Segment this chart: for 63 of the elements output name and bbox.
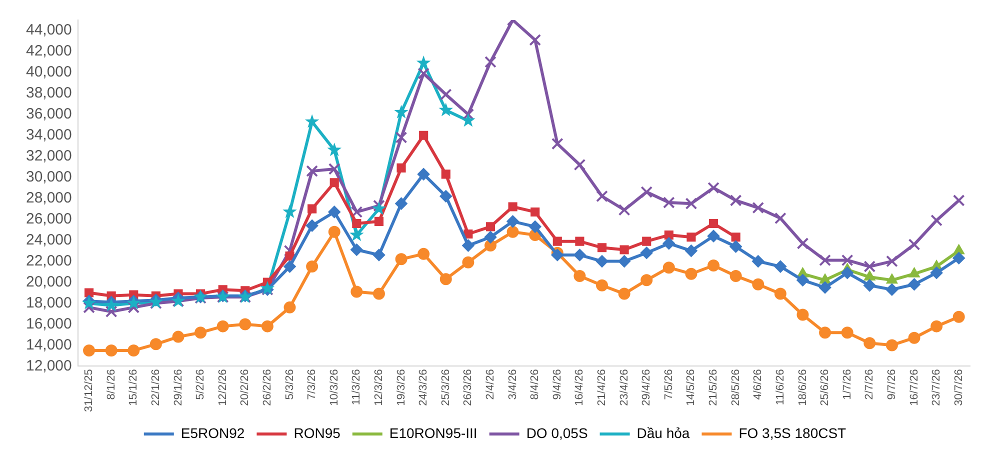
x-tick-label: 30/7/26 [952,369,965,406]
x-tick-label: 26/2/26 [261,369,274,406]
x-tick-label: 4/6/26 [752,369,764,400]
legend-label: DO 0,05S [526,424,588,441]
x-tick-label: 15/1/26 [128,369,140,406]
legend-label: FO 3,5S 180CST [738,424,847,441]
x-tick-label: 8/4/26 [529,369,542,400]
y-tick-label: 36,000 [26,106,72,123]
x-tick-label: 19/3/26 [395,369,408,406]
y-tick-label: 32,000 [26,148,72,165]
x-tick-label: 31/12/25 [83,369,96,412]
x-tick-label: 5/3/26 [284,369,296,400]
y-tick-label: 38,000 [26,84,72,102]
x-tick-label: 16/4/26 [574,369,586,406]
y-tick-label: 42,000 [26,42,72,60]
x-tick-label: 23/7/26 [930,369,943,406]
x-tick-label: 29/1/26 [172,369,184,406]
x-tick-label: 24/3/26 [418,369,430,406]
x-tick-label: 1/7/26 [841,369,854,400]
y-tick-label: 40,000 [26,64,72,81]
y-tick-label: 24,000 [26,231,72,248]
x-tick-label: 22/1/26 [150,369,162,406]
y-tick-label: 16,000 [26,315,72,332]
y-tick-label: 18,000 [26,294,72,312]
x-tick-label: 25/3/26 [440,369,452,406]
x-tick-label: 11/3/26 [350,369,363,406]
x-tick-label: 12/3/26 [373,369,385,406]
x-tick-label: 2/4/26 [484,369,497,400]
y-tick-label: 12,000 [26,357,72,374]
y-tick-label: 34,000 [26,126,72,144]
x-tick-label: 9/4/26 [551,369,564,400]
legend-label: RON95 [294,424,341,441]
y-tick-label: 20,000 [26,273,72,290]
y-tick-label: 44,000 [26,22,72,39]
y-tick-label: 26,000 [26,210,72,228]
x-tick-label: 7/3/26 [306,369,318,400]
x-tick-label: 14/5/26 [685,369,698,406]
x-tick-label: 25/6/26 [819,369,832,406]
legend-label: Dầu hỏa [636,424,690,441]
x-tick-label: 8/1/26 [105,369,118,400]
x-tick-label: 2/7/26 [864,369,876,400]
x-tick-label: 26/3/26 [462,369,474,406]
x-tick-label: 7/5/26 [662,369,675,400]
x-tick-label: 16/7/26 [908,369,920,406]
x-tick-label: 20/2/26 [239,369,252,406]
x-tick-label: 5/2/26 [194,369,207,400]
y-tick-label: 22,000 [26,252,72,270]
x-tick-label: 21/4/26 [596,369,608,406]
y-tick-label: 28,000 [26,189,72,206]
x-tick-label: 10/3/26 [328,369,340,406]
x-tick-label: 23/4/26 [618,369,630,406]
legend-label: E10RON95-III [389,424,478,441]
x-tick-label: 11/6/26 [774,369,786,406]
legend-label: E5RON92 [180,424,245,441]
x-tick-label: 9/7/26 [886,369,898,400]
x-tick-label: 28/5/26 [730,369,742,406]
y-tick-label: 30,000 [26,168,72,186]
x-tick-label: 18/6/26 [796,369,809,406]
x-tick-label: 3/4/26 [506,369,519,400]
y-tick-label: 14,000 [26,336,72,354]
x-tick-label: 29/4/26 [640,369,653,406]
x-tick-label: 12/2/26 [216,369,229,406]
x-tick-label: 21/5/26 [708,369,720,406]
